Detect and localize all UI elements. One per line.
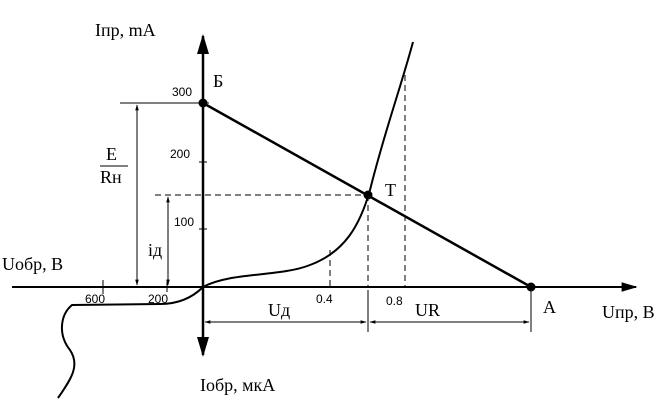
point-label: A [543, 297, 556, 317]
dimension-label: UR [415, 300, 440, 320]
fraction-numerator: E [106, 144, 117, 164]
fraction-denominator: Rн [100, 167, 122, 187]
dimension-label: Uд [268, 300, 290, 320]
dashed-lines [155, 75, 406, 287]
x-neg-label: Uобр, В [2, 254, 63, 274]
tick-label: 200 [170, 147, 190, 161]
point-label: Б [213, 71, 223, 91]
dimension-label: iд [148, 240, 162, 260]
x-axis-label: Uпр, В [602, 302, 655, 322]
reverse-curve [57, 286, 204, 399]
tick-label: 0.8 [386, 294, 403, 308]
tick-label: 600 [85, 292, 105, 306]
tick-label: 0.4 [316, 292, 333, 306]
dimension-lines [100, 102, 532, 332]
y-neg-label: Iобр, мкА [200, 375, 275, 395]
forward-curve [202, 41, 414, 288]
ticks [102, 102, 209, 294]
tick-label: 300 [172, 85, 192, 99]
tick-label: 200 [148, 292, 168, 306]
tick-label: 100 [174, 215, 194, 229]
y-axis-label: Iпр, mA [95, 20, 156, 40]
point-label: T [385, 180, 396, 200]
